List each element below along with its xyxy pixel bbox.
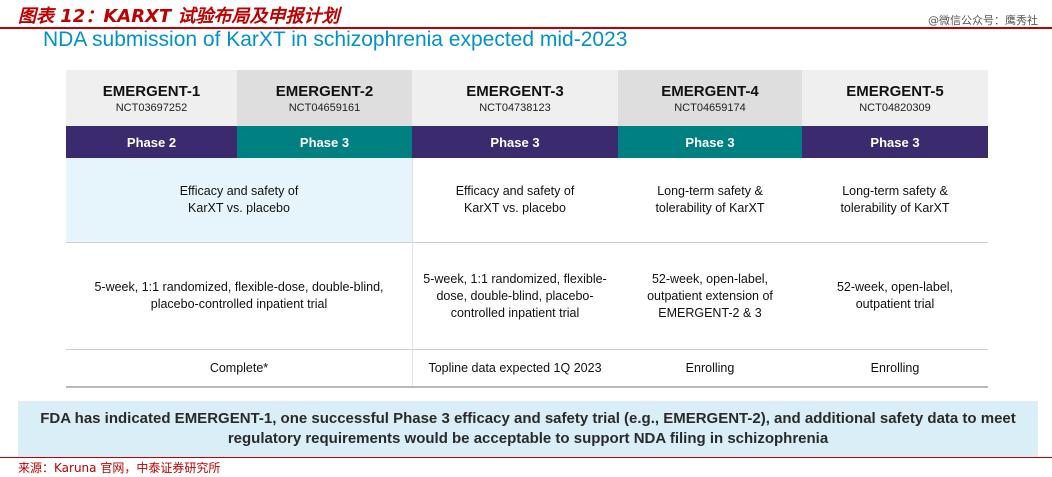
trial-name: EMERGENT-2 xyxy=(275,82,374,100)
trial-header-emergent-4: EMERGENT-4 NCT04659174 xyxy=(618,70,802,126)
design-emergent-4: 52-week, open-label, outpatient extensio… xyxy=(647,271,773,320)
objective-emergent-1-2: Efficacy and safety of KarXT vs. placebo xyxy=(66,158,412,242)
phase-badge: Phase 2 xyxy=(66,126,237,158)
row-divider xyxy=(66,242,988,243)
status-emergent-3: Topline data expected 1Q 2023 xyxy=(428,360,602,375)
trial-name: EMERGENT-5 xyxy=(846,82,944,100)
trial-header-emergent-5: EMERGENT-5 NCT04820309 xyxy=(802,70,988,126)
objective-emergent-5: Long-term safety & tolerability of KarXT xyxy=(840,184,950,215)
trial-nct: NCT04659161 xyxy=(288,101,361,114)
title-rule xyxy=(0,27,1052,29)
phase-badge: Phase 3 xyxy=(412,126,618,158)
status-emergent-4: Enrolling xyxy=(685,360,735,375)
trial-name: EMERGENT-3 xyxy=(466,82,564,100)
trial-name: EMERGENT-4 xyxy=(661,82,759,100)
figure-title: 图表 12：KARXT 试验布局及申报计划 xyxy=(18,6,340,27)
phase-badge: Phase 3 xyxy=(802,126,988,158)
objective-emergent-3: Efficacy and safety of KarXT vs. placebo xyxy=(455,184,575,215)
trial-table: EMERGENT-1 NCT03697252 EMERGENT-2 NCT046… xyxy=(66,70,988,388)
trial-header-emergent-3: EMERGENT-3 NCT04738123 xyxy=(412,70,618,126)
design-emergent-3: 5-week, 1:1 randomized, flexible-dose, d… xyxy=(423,271,607,320)
table-bottom-rule xyxy=(66,386,988,388)
fda-note: FDA has indicated EMERGENT-1, one succes… xyxy=(18,401,1038,457)
slide-subtitle: NDA submission of KarXT in schizophrenia… xyxy=(43,28,628,51)
row-divider xyxy=(66,349,988,350)
trial-nct: NCT04659174 xyxy=(674,101,746,114)
watermark: @微信公众号：鹰秀社 xyxy=(928,14,1038,27)
design-emergent-1-2: 5-week, 1:1 randomized, flexible-dose, d… xyxy=(94,280,384,311)
design-emergent-5: 52-week, open-label, outpatient trial xyxy=(836,280,954,311)
trial-header-emergent-2: EMERGENT-2 NCT04659161 xyxy=(237,70,412,126)
phase-badge: Phase 3 xyxy=(237,126,412,158)
source-rule xyxy=(0,457,1052,458)
status-emergent-1-2: Complete* xyxy=(209,360,269,375)
status-emergent-5: Enrolling xyxy=(870,360,920,375)
trial-header-emergent-1: EMERGENT-1 NCT03697252 xyxy=(66,70,237,126)
trial-name: EMERGENT-1 xyxy=(102,82,201,100)
trial-nct: NCT03697252 xyxy=(115,101,188,114)
column-divider xyxy=(412,158,413,386)
objective-emergent-4: Long-term safety & tolerability of KarXT xyxy=(655,184,765,215)
phase-badge: Phase 3 xyxy=(618,126,802,158)
trial-nct: NCT04738123 xyxy=(479,101,551,114)
source-note: 来源：Karuna 官网，中泰证券研究所 xyxy=(18,461,221,475)
trial-nct: NCT04820309 xyxy=(859,101,931,114)
